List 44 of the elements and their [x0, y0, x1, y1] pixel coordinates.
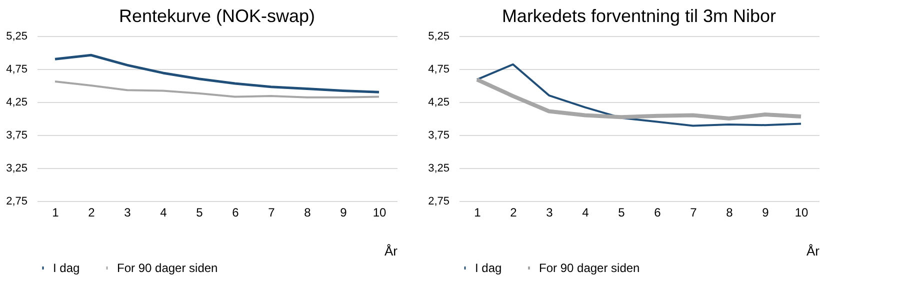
line-series — [476, 63, 802, 127]
y-tick-label: 4,75 — [6, 64, 28, 76]
legend-label: For 90 dager siden — [117, 261, 218, 275]
line-series — [54, 54, 380, 94]
x-tick-label: 3 — [546, 206, 554, 220]
x-tick-label: 1 — [52, 206, 60, 220]
x-tick-label: 5 — [618, 206, 626, 220]
x-axis-title: År — [384, 244, 398, 258]
y-tick-label: 3,25 — [428, 162, 450, 174]
chart-title: Rentekurve (NOK-swap) — [118, 6, 316, 26]
y-tick-label: 2,75 — [6, 196, 28, 208]
x-tick-label: 9 — [762, 206, 770, 220]
x-tick-label: 2 — [88, 206, 96, 220]
x-tick-label: 4 — [582, 206, 590, 220]
x-tick-label: 7 — [690, 206, 698, 220]
x-axis-title: År — [806, 244, 820, 258]
x-tick-label: 7 — [268, 206, 276, 220]
line-series — [54, 80, 380, 98]
y-tick-label: 3,75 — [6, 130, 28, 142]
y-tick-label: 2,75 — [428, 196, 450, 208]
legend-label: I dag — [53, 261, 80, 275]
y-tick-label: 3,75 — [428, 130, 450, 142]
x-tick-label: 3 — [124, 206, 132, 220]
y-tick-label: 5,25 — [6, 30, 28, 42]
x-tick-label: 10 — [372, 206, 386, 220]
x-tick-label: 4 — [160, 206, 168, 220]
y-tick-label: 5,25 — [428, 30, 450, 42]
x-tick-label: 2 — [510, 206, 518, 220]
x-tick-label: 5 — [196, 206, 204, 220]
x-tick-label: 9 — [340, 206, 348, 220]
y-tick-label: 4,25 — [428, 96, 450, 108]
x-tick-label: 6 — [232, 206, 240, 220]
x-tick-label: 8 — [304, 206, 312, 220]
legend-label: For 90 dager siden — [539, 261, 640, 275]
y-tick-label: 3,25 — [6, 162, 28, 174]
x-tick-label: 1 — [474, 206, 482, 220]
x-tick-label: 8 — [726, 206, 734, 220]
y-tick-label: 4,75 — [428, 64, 450, 76]
chart-title: Markedets forventning til 3m Nibor — [502, 6, 776, 26]
x-tick-label: 10 — [794, 206, 808, 220]
line-series — [475, 78, 803, 120]
y-tick-label: 4,25 — [6, 96, 28, 108]
x-tick-label: 6 — [654, 206, 662, 220]
legend-label: I dag — [475, 261, 502, 275]
